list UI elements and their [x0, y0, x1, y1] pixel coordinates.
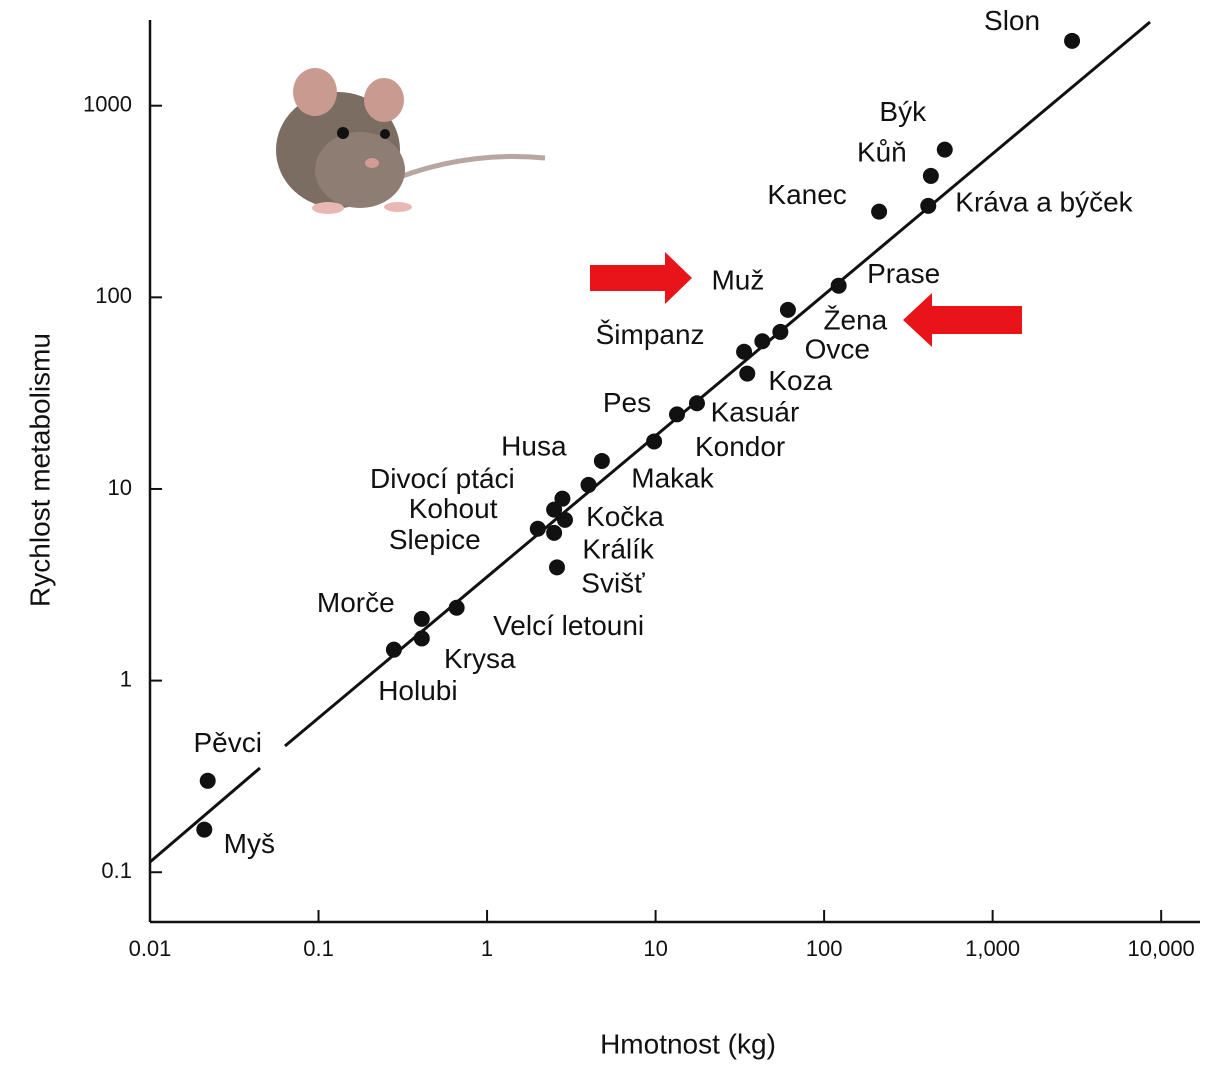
x-tick-label: 1	[481, 936, 493, 961]
point-label: Makak	[631, 462, 714, 493]
point	[554, 490, 571, 507]
point-label: Kočka	[586, 501, 664, 532]
point	[546, 524, 563, 541]
point-label: Kasuár	[711, 397, 800, 428]
point	[448, 599, 465, 616]
point-label: Prase	[867, 258, 940, 289]
point-label: Šimpanz	[596, 319, 705, 350]
point	[871, 203, 888, 220]
point	[754, 333, 771, 350]
point	[646, 433, 663, 450]
point	[199, 772, 216, 789]
point	[1064, 32, 1081, 49]
point-label: Ovce	[805, 334, 870, 365]
point-label: Kondor	[695, 431, 785, 462]
point-label: Slon	[984, 5, 1040, 36]
point-label: Pěvci	[193, 727, 261, 758]
point-label: Muž	[711, 264, 764, 295]
y-tick-label: 1	[120, 666, 132, 691]
point-label: Holubi	[378, 675, 457, 706]
x-tick-label: 10,000	[1128, 936, 1195, 961]
point	[779, 301, 796, 318]
point	[529, 520, 546, 537]
point-label: Kráva a býček	[955, 186, 1133, 217]
mouse-illustration	[276, 68, 546, 214]
point	[688, 395, 705, 412]
point	[922, 167, 939, 184]
point-label: Morče	[317, 587, 395, 618]
point-label: Svišť	[581, 568, 645, 599]
point-label: Myš	[224, 828, 275, 859]
point-label: Kanec	[767, 179, 846, 210]
point	[772, 323, 789, 340]
point-label: Slepice	[389, 524, 481, 555]
x-tick-label: 0.01	[129, 936, 172, 961]
point-label: Býk	[879, 96, 927, 127]
point-label: Divocí ptáci	[370, 463, 515, 494]
point	[546, 501, 563, 518]
point-label: Králík	[582, 533, 655, 564]
x-tick-label: 0.1	[303, 936, 334, 961]
point-label: Krysa	[444, 643, 516, 674]
point	[413, 610, 430, 627]
y-tick-label: 10	[108, 475, 132, 500]
arrow	[590, 252, 692, 304]
point	[669, 406, 686, 423]
x-axis-label: Hmotnost (kg)	[600, 1028, 776, 1059]
point-label: Žena	[823, 304, 887, 335]
point	[739, 365, 756, 382]
point-label: Kohout	[409, 493, 498, 524]
point	[385, 641, 402, 658]
arrow	[903, 293, 1022, 347]
point	[580, 476, 597, 493]
point	[736, 343, 753, 360]
x-tick-label: 100	[806, 936, 843, 961]
y-tick-label: 1000	[83, 92, 132, 117]
point	[920, 197, 937, 214]
point-label: Koza	[768, 365, 832, 396]
y-tick-label: 0.1	[101, 858, 132, 883]
point-label: Pes	[603, 387, 651, 418]
y-tick-label: 100	[95, 283, 132, 308]
y-axis-label: Rychlost metabolismu	[24, 333, 55, 607]
point	[556, 511, 573, 528]
point	[830, 277, 847, 294]
trend-line	[149, 766, 261, 864]
trend-line	[284, 20, 1151, 748]
x-tick-label: 10	[643, 936, 667, 961]
point-label: Kůň	[857, 136, 907, 167]
point	[936, 141, 953, 158]
point	[413, 630, 430, 647]
point-label: Velcí letouni	[493, 610, 644, 641]
x-tick-label: 1,000	[965, 936, 1020, 961]
point	[593, 452, 610, 469]
point-label: Husa	[501, 430, 567, 461]
point	[548, 559, 565, 576]
point	[196, 821, 213, 838]
